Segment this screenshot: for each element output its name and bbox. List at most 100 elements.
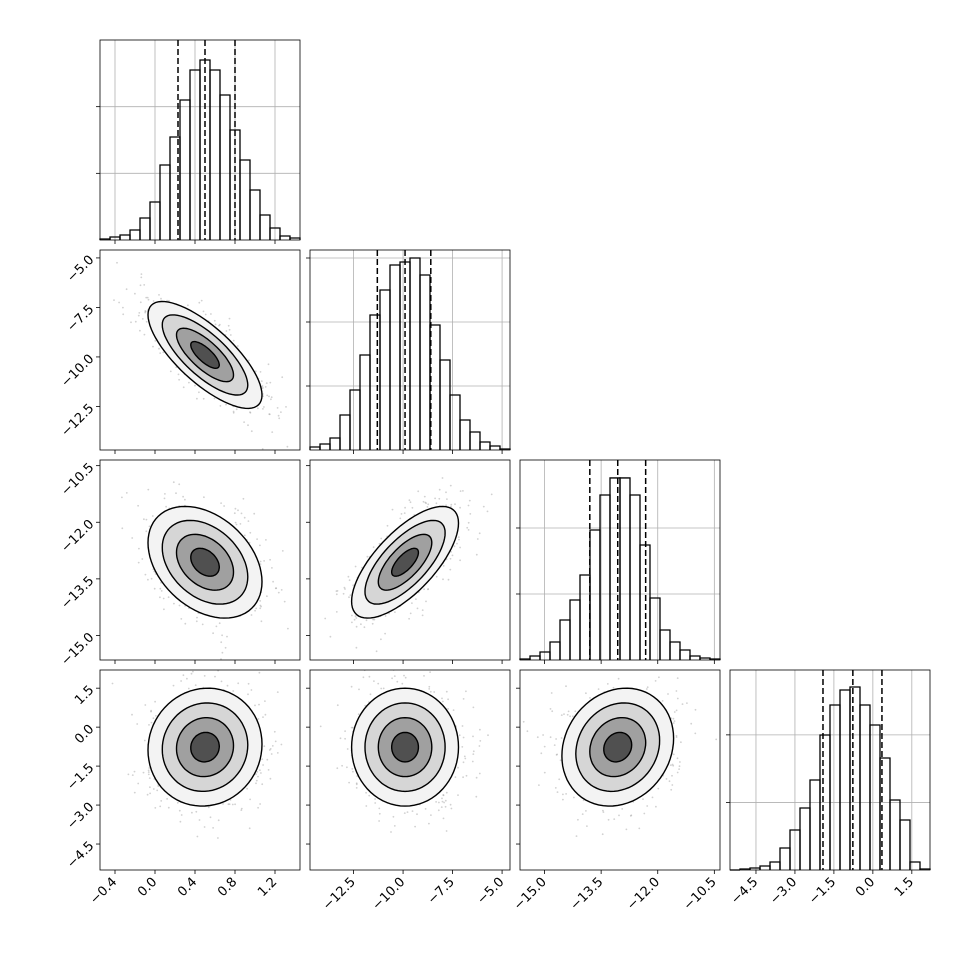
- sample-point: [450, 807, 453, 810]
- sample-point: [152, 345, 154, 348]
- histogram-bar: [159, 164, 171, 240]
- sample-point: [261, 758, 264, 760]
- sample-point: [260, 380, 263, 382]
- sample-point: [372, 546, 375, 549]
- sample-point: [141, 318, 144, 320]
- sample-point: [406, 811, 409, 813]
- sample-point: [111, 682, 114, 685]
- sample-point: [257, 775, 259, 778]
- density-contour: [391, 547, 420, 577]
- histogram-bar: [379, 289, 391, 450]
- sample-point: [159, 352, 162, 354]
- sample-point: [467, 521, 470, 524]
- sample-point: [396, 680, 399, 683]
- sample-point: [388, 612, 390, 615]
- sample-point: [222, 803, 224, 805]
- sample-point: [459, 559, 461, 562]
- sample-point: [212, 827, 215, 829]
- sample-point: [411, 810, 414, 812]
- sample-point: [121, 496, 123, 499]
- sample-point: [462, 761, 465, 764]
- sample-point: [457, 766, 459, 769]
- sample-point: [382, 687, 385, 690]
- sample-point: [137, 561, 140, 564]
- histogram-bar: [839, 689, 851, 870]
- sample-point: [458, 734, 461, 737]
- sample-point: [421, 614, 424, 617]
- sample-point: [462, 776, 464, 779]
- sample-point: [461, 746, 464, 748]
- sample-point: [268, 413, 271, 416]
- sample-point: [344, 730, 346, 732]
- sample-point: [200, 299, 203, 302]
- sample-point: [442, 578, 444, 581]
- sample-point: [131, 537, 134, 539]
- sample-point: [275, 587, 278, 590]
- sample-point: [240, 512, 243, 515]
- sample-point: [268, 749, 271, 751]
- sample-point: [670, 788, 673, 791]
- sample-point: [264, 386, 267, 388]
- sample-point: [264, 700, 266, 702]
- sample-point: [116, 261, 118, 264]
- sample-point: [407, 651, 409, 653]
- sample-point: [675, 734, 678, 737]
- sample-point: [319, 725, 322, 728]
- sample-point: [195, 810, 198, 813]
- sample-point: [203, 675, 206, 677]
- sample-point: [232, 690, 235, 692]
- sample-point: [139, 301, 142, 304]
- sample-point: [178, 809, 181, 812]
- sample-point: [172, 684, 175, 687]
- sample-point: [121, 527, 124, 530]
- sample-point: [163, 497, 166, 500]
- sample-point: [256, 771, 259, 773]
- sample-point: [125, 288, 128, 291]
- sample-point: [187, 687, 190, 690]
- sample-point: [351, 726, 354, 729]
- sample-point: [445, 690, 448, 693]
- sample-point: [617, 677, 620, 680]
- sample-point: [471, 760, 474, 763]
- sample-point: [176, 801, 179, 804]
- sample-point: [438, 801, 440, 804]
- sample-point: [280, 411, 282, 413]
- sample-point: [450, 551, 452, 553]
- sample-point: [462, 698, 465, 700]
- sample-point: [374, 798, 376, 800]
- sample-point: [378, 807, 381, 810]
- sample-point: [355, 787, 358, 789]
- sample-point: [409, 501, 412, 504]
- sample-point: [218, 324, 220, 327]
- sample-point: [257, 407, 259, 410]
- panel-frame: [99, 669, 301, 871]
- sample-point: [202, 397, 205, 400]
- sample-point: [250, 689, 253, 691]
- sample-point: [472, 750, 475, 753]
- histogram-bar: [659, 629, 671, 660]
- sample-point: [447, 698, 449, 701]
- sample-point: [145, 296, 148, 299]
- sample-point: [336, 704, 339, 707]
- sample-point: [453, 545, 456, 548]
- sample-point: [349, 594, 352, 597]
- sample-point: [243, 534, 246, 537]
- sample-point: [152, 717, 155, 720]
- sample-point: [365, 805, 368, 807]
- sample-point: [144, 704, 147, 706]
- density-contour: [190, 340, 221, 369]
- sample-point: [148, 767, 151, 769]
- histogram-bar: [319, 443, 331, 450]
- sample-point: [260, 620, 263, 623]
- sample-point: [149, 786, 151, 789]
- sample-point: [269, 381, 272, 384]
- sample-point: [645, 688, 648, 690]
- histogram-bar: [469, 431, 481, 450]
- sample-point: [378, 820, 380, 822]
- histogram-bar: [829, 704, 841, 870]
- histogram-bar: [309, 446, 321, 450]
- histogram-bar: [759, 865, 771, 870]
- sample-point: [348, 781, 350, 784]
- sample-point: [234, 507, 237, 510]
- sample-point: [219, 405, 222, 407]
